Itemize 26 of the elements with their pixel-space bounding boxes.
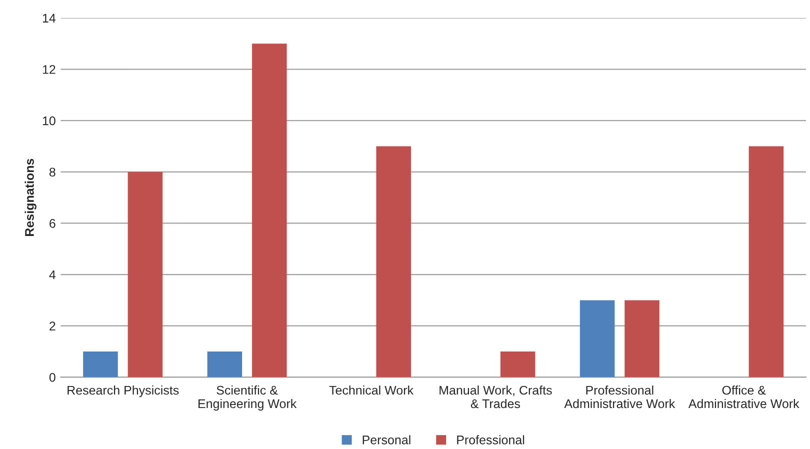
bar bbox=[748, 146, 784, 378]
bar bbox=[500, 352, 536, 378]
y-tick-label: 10 bbox=[42, 116, 56, 126]
y-axis-title: Resignations bbox=[24, 158, 36, 236]
x-tick-label: Professional Administrative Work bbox=[564, 385, 676, 408]
x-tick-label: Manual Work, Crafts & Trades bbox=[440, 385, 552, 408]
bar bbox=[83, 352, 118, 378]
y-tick-label: 4 bbox=[49, 270, 56, 280]
y-tick-label: 2 bbox=[50, 322, 56, 330]
bar bbox=[624, 300, 660, 378]
bar bbox=[252, 44, 287, 378]
y-tick-label: 0 bbox=[49, 372, 56, 382]
bar bbox=[580, 300, 615, 378]
y-tick-label: 8 bbox=[49, 168, 56, 177]
bar bbox=[128, 172, 163, 378]
bar bbox=[376, 146, 411, 378]
legend-label: Personal bbox=[362, 435, 410, 444]
bar bbox=[207, 352, 242, 378]
y-tick-label: 6 bbox=[50, 219, 56, 228]
x-tick-label: Research Physicists bbox=[68, 385, 179, 398]
legend-label: Professional bbox=[457, 435, 524, 444]
y-tick-label: 14 bbox=[42, 14, 56, 22]
x-tick-label: Technical Work bbox=[329, 385, 414, 395]
x-tick-label: Scientific & Engineering Work bbox=[198, 385, 297, 411]
y-tick-label: 12 bbox=[42, 65, 56, 74]
x-tick-label: Office & Administrative Work bbox=[688, 385, 800, 408]
